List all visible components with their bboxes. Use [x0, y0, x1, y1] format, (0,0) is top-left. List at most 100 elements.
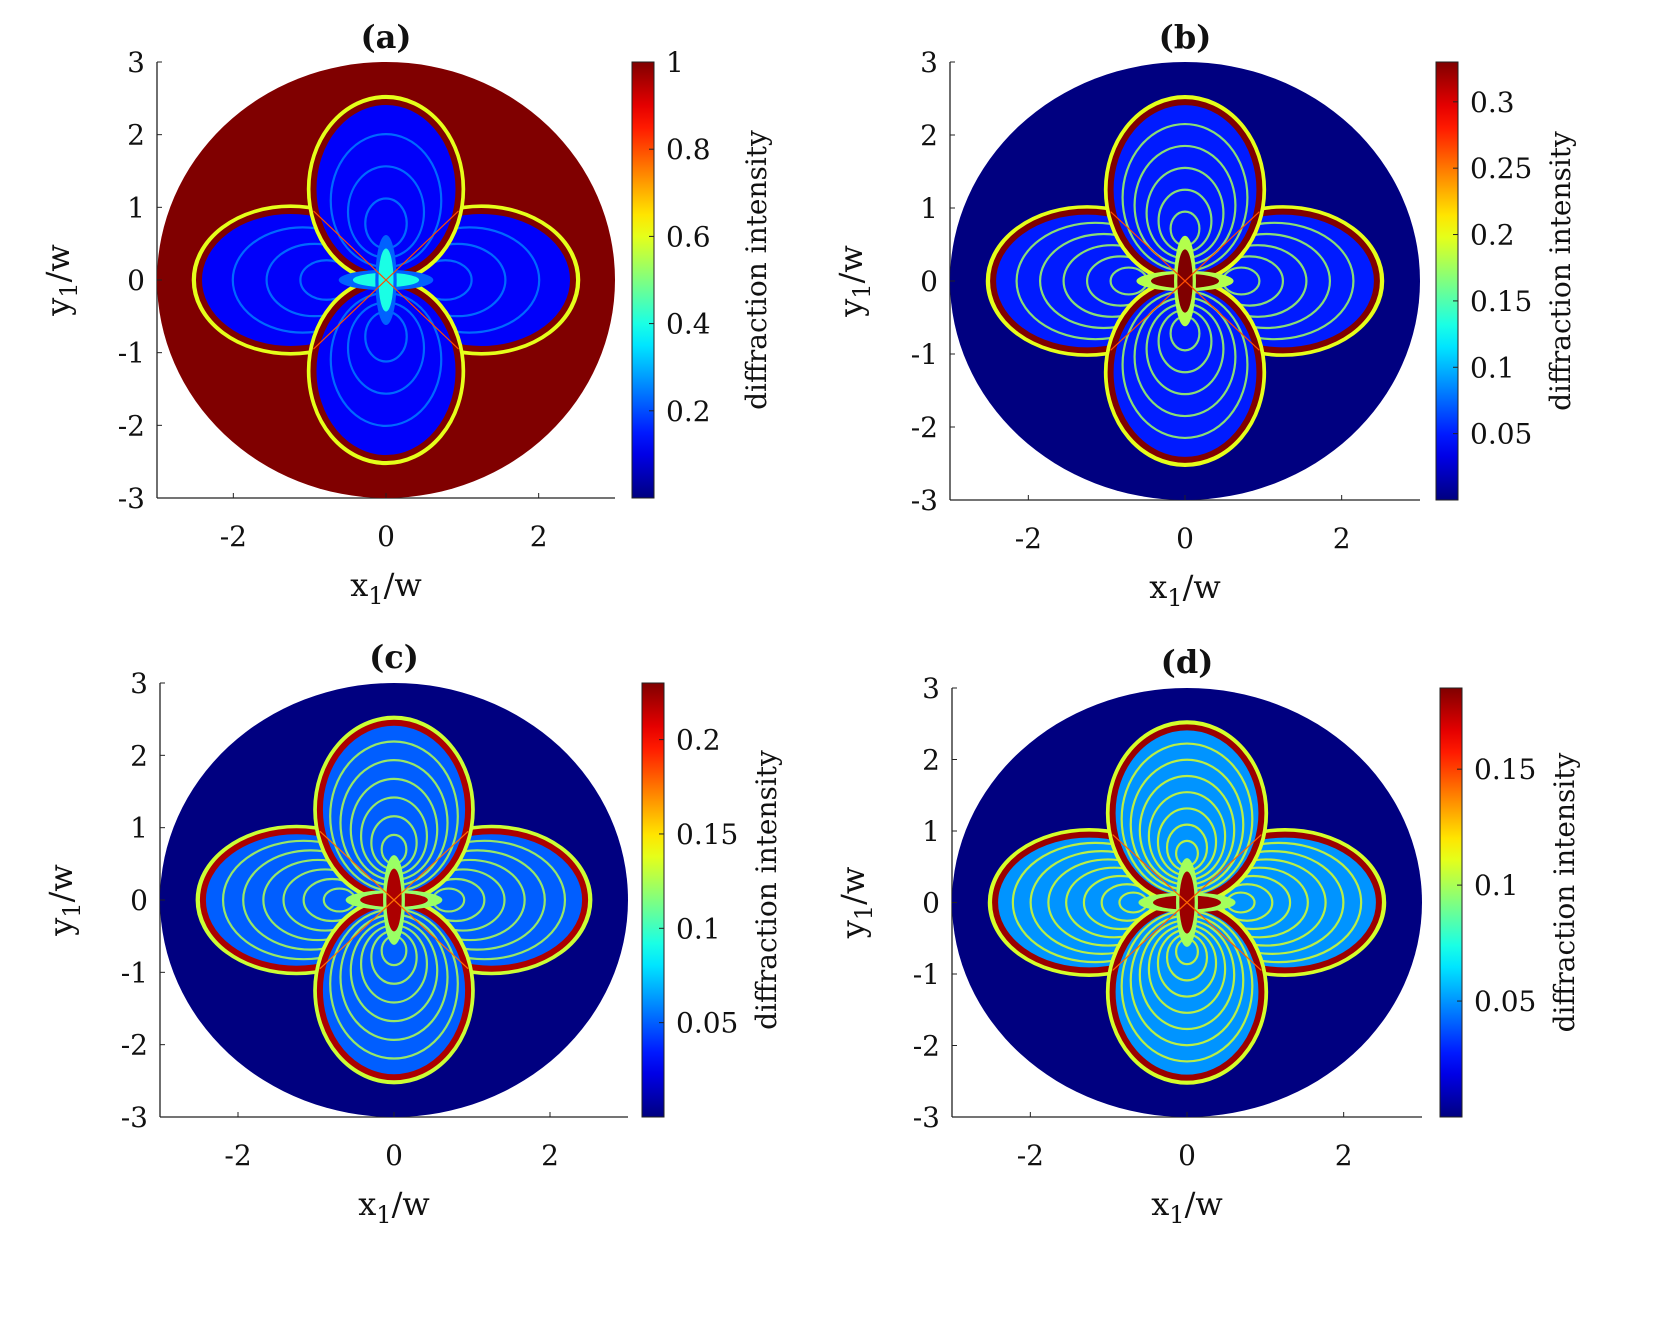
x-tick-label: 0 [1178, 1139, 1196, 1172]
diagonal-streak [1112, 834, 1188, 903]
diagonal-streak [393, 830, 469, 901]
panel-title: (a) [360, 18, 411, 56]
y-tick-label: 1 [920, 192, 938, 225]
y-axis-label: y1/w [39, 244, 83, 317]
colorbar-tick-label: 0.15 [1474, 753, 1536, 786]
x-tick-label: 2 [541, 1139, 559, 1172]
y-tick-label: 2 [127, 119, 145, 152]
colorbar-tick-label: 0.2 [676, 724, 721, 757]
x-tick-label: -2 [220, 520, 247, 553]
colorbar [641, 682, 665, 1118]
diagonal-streak [385, 279, 459, 350]
y-tick-label: -3 [121, 1101, 148, 1134]
y-tick-label: 1 [127, 191, 145, 224]
y-tick-label: -1 [118, 337, 145, 370]
diagonal-streak [313, 279, 387, 350]
colorbar-tick-label: 0.1 [1474, 869, 1519, 902]
y-tick-label: 1 [922, 815, 940, 848]
diagonal-streak [313, 210, 387, 281]
y-tick-label: -1 [913, 958, 940, 991]
x-axis-label: x1/w [1151, 1185, 1223, 1229]
colorbar-label: diffraction intensity [750, 750, 783, 1030]
colorbar [1435, 61, 1459, 501]
diagonal-streak [1110, 211, 1186, 282]
colorbar [1439, 687, 1463, 1118]
y-tick-label: -3 [118, 482, 145, 515]
colorbar-tick-label: 0.15 [676, 818, 738, 851]
diagonal-streak [319, 899, 395, 970]
colorbar-tick-label: 0.05 [676, 1007, 738, 1040]
diagonal-streak [1184, 211, 1260, 282]
x-axis-label: x1/w [358, 1185, 430, 1229]
y-tick-label: 3 [130, 667, 148, 700]
y-tick-label: -2 [911, 411, 938, 444]
colorbar-tick-label: 0.3 [1470, 86, 1515, 119]
y-tick-label: 2 [922, 744, 940, 777]
x-tick-label: -2 [224, 1139, 251, 1172]
y-axis-label: y1/w [834, 867, 878, 940]
y-tick-label: 3 [920, 46, 938, 79]
diagonal-streak [393, 899, 469, 970]
x-tick-label: 0 [1176, 522, 1194, 555]
x-axis-label: x1/w [1149, 568, 1221, 612]
y-tick-label: -2 [121, 1029, 148, 1062]
x-tick-label: 0 [377, 520, 395, 553]
x-tick-label: 0 [385, 1139, 403, 1172]
y-tick-label: 0 [922, 887, 940, 920]
colorbar-label: diffraction intensity [740, 130, 773, 410]
colorbar-tick-label: 0.05 [1474, 985, 1536, 1018]
diagonal-streak [1184, 280, 1260, 351]
y-tick-label: 1 [130, 812, 148, 845]
x-tick-label: -2 [1015, 522, 1042, 555]
panel-b: -2 0 2 3 2 1 0 -1 -2 -3 x1/w y1/w (b) 0.3 0.25 0.2 0.15 0… [832, 18, 1577, 612]
colorbar-tick-label: 0.1 [676, 912, 721, 945]
x-tick-label: 2 [1335, 1139, 1353, 1172]
x-tick-label: 2 [1333, 522, 1351, 555]
colorbar-tick-label: 0.1 [1470, 351, 1515, 384]
colorbar [631, 61, 655, 499]
panel-d: -2 0 2 3 2 1 0 -1 -2 -3 x1/w y1/w (d) 0.15 0.1 0.05 diff… [834, 643, 1581, 1229]
x-axis-label: x1/w [350, 566, 422, 610]
panel-a: -2 0 2 3 2 1 0 -1 -2 -3 x1/w y1/w (a) 1 0.8 0.6 0.4 0.2 di… [39, 18, 773, 610]
colorbar-tick-label: 0.6 [666, 220, 711, 253]
diagonal-streak [1186, 902, 1262, 971]
petal-top [1103, 95, 1267, 285]
y-tick-label: 2 [920, 119, 938, 152]
y-tick-label: 0 [127, 264, 145, 297]
x-tick-label: 2 [530, 520, 548, 553]
y-tick-label: 0 [130, 884, 148, 917]
y-tick-label: -3 [911, 484, 938, 517]
panel-title: (c) [369, 638, 419, 676]
colorbar-tick-label: 0.4 [666, 308, 711, 341]
y-axis-label: y1/w [42, 864, 86, 937]
y-tick-label: -2 [913, 1030, 940, 1063]
diagonal-streak [1186, 834, 1262, 903]
diagonal-streak [319, 830, 395, 901]
y-tick-label: 3 [922, 672, 940, 705]
y-axis-label: y1/w [832, 245, 876, 318]
y-tick-label: 3 [127, 46, 145, 79]
y-tick-label: -3 [913, 1101, 940, 1134]
diagonal-streak [385, 210, 459, 281]
colorbar-tick-label: 0.2 [1470, 219, 1515, 252]
colorbar-label: diffraction intensity [1548, 752, 1581, 1032]
panel-title: (d) [1161, 643, 1214, 681]
y-tick-label: -1 [121, 956, 148, 989]
y-tick-label: 2 [130, 739, 148, 772]
panel-title: (b) [1159, 18, 1212, 56]
petal-bottom [313, 896, 475, 1085]
colorbar-tick-label: 0.2 [666, 395, 711, 428]
panel-c: -2 0 2 3 2 1 0 -1 -2 -3 x1/w y1/w (c) 0.2 0.15 0.1 0.05 d… [42, 638, 783, 1229]
colorbar-tick-label: 0.05 [1470, 418, 1532, 451]
colorbar-tick-label: 1 [666, 46, 684, 79]
diagonal-streak [1112, 902, 1188, 971]
colorbar-label: diffraction intensity [1544, 131, 1577, 411]
colorbar-tick-label: 0.15 [1470, 285, 1532, 318]
y-tick-label: 0 [920, 265, 938, 298]
y-tick-label: -1 [911, 338, 938, 371]
diagonal-streak [1110, 280, 1186, 351]
colorbar-tick-label: 0.25 [1470, 152, 1532, 185]
y-tick-label: -2 [118, 409, 145, 442]
colorbar-tick-label: 0.8 [666, 133, 711, 166]
